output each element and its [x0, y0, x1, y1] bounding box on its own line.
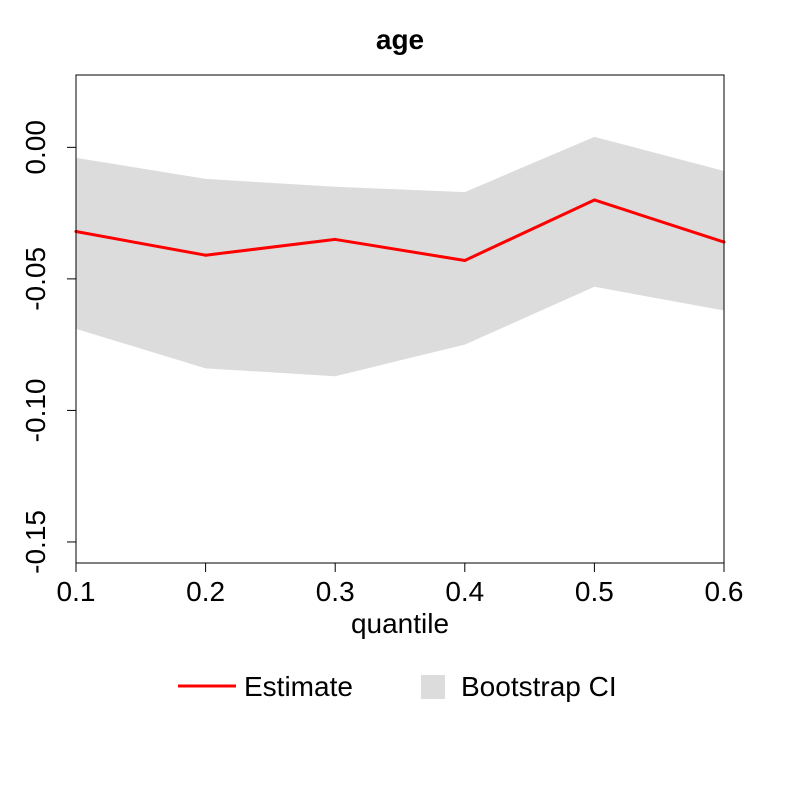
legend-bootstrap-ci-label: Bootstrap CI [461, 671, 617, 702]
plot-area [74, 136, 726, 377]
x-tick-label: 0.5 [575, 576, 614, 607]
x-tick-label: 0.2 [186, 576, 225, 607]
estimate-point [204, 253, 208, 257]
estimate-point [333, 237, 337, 241]
x-tick-label: 0.4 [445, 576, 484, 607]
estimate-point [592, 198, 596, 202]
legend-estimate-label: Estimate [244, 671, 353, 702]
x-axis-title: quantile [351, 608, 449, 639]
x-tick-label: 0.6 [705, 576, 744, 607]
x-tick-label: 0.3 [316, 576, 355, 607]
x-axis: 0.1 0.2 0.3 0.4 0.5 0.6 [57, 562, 744, 607]
bootstrap-ci-band [76, 136, 724, 377]
y-axis: -0.15 -0.10 -0.05 0.00 [20, 120, 77, 574]
estimate-point [463, 258, 467, 262]
chart-title: age [376, 24, 424, 55]
series-line-estimate [75, 198, 725, 262]
legend: Estimate Bootstrap CI [178, 671, 617, 702]
y-tick-label: -0.15 [20, 510, 51, 574]
y-tick-label: -0.10 [20, 379, 51, 443]
x-tick-label: 0.1 [57, 576, 96, 607]
legend-bootstrap-ci-swatch [421, 675, 445, 699]
y-tick-label: 0.00 [20, 120, 51, 175]
y-tick-label: -0.05 [20, 247, 51, 311]
